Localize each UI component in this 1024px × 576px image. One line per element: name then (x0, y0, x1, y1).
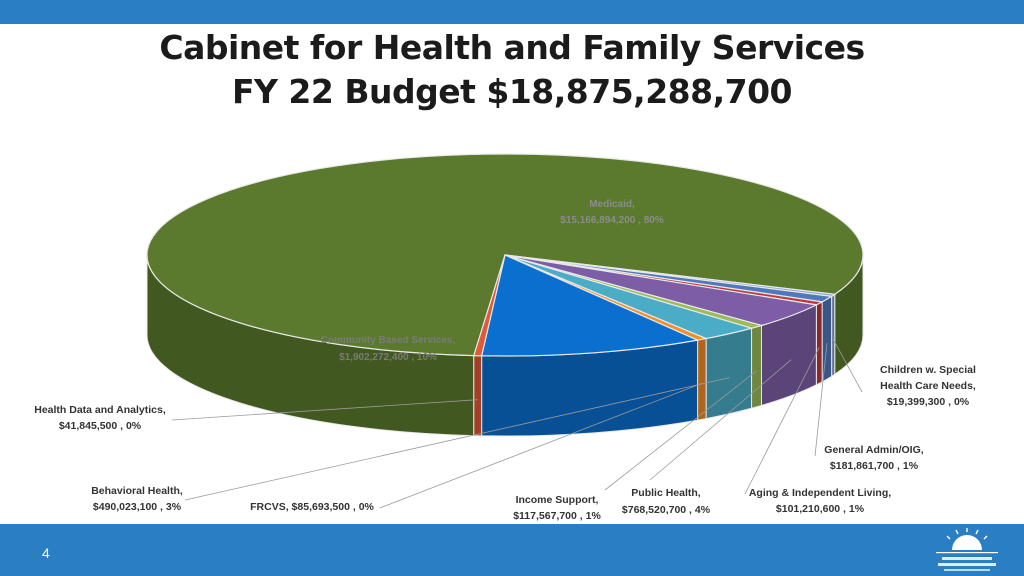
label-children-line1: Children w. Special (880, 364, 976, 376)
pie-side-aging-independent-living (815, 301, 823, 386)
leader-behavioral-health (184, 377, 730, 501)
pie-side-frcvs (697, 337, 707, 421)
label-hda-line1: Health Data and Analytics, (34, 404, 166, 416)
label-public-health-line2: $768,520,700 , 4% (622, 504, 711, 516)
top-bar (0, 0, 1024, 24)
label-behavioral-line1: Behavioral Health, (91, 485, 183, 497)
pie-slice-community-based-services (480, 254, 700, 357)
label-medicaid-line1: Medicaid, (589, 199, 635, 210)
title-line-2: FY 22 Budget $18,875,288,700 (231, 72, 793, 111)
label-cbs-line2: $1,902,272,400 , 10% (339, 352, 437, 363)
leader-aging-independent-living (744, 347, 820, 495)
label-cbs-line1: Community Based Services, (321, 335, 456, 346)
label-public-health-line1: Public Health, (631, 487, 701, 499)
label-hda-line2: $41,845,500 , 0% (59, 420, 142, 432)
label-children-line2: Health Care Needs, (880, 380, 976, 392)
pie-side-health-data-and-analytics (473, 355, 483, 437)
leader-health-data-and-analytics (171, 399, 478, 421)
label-frcvs: FRCVS, $85,693,500 , 0% (250, 501, 374, 513)
label-income-line2: $117,567,700 , 1% (513, 510, 601, 522)
kentucky-logo-icon (936, 528, 998, 571)
page-title: Cabinet for Health and Family Services F… (0, 26, 1024, 114)
pie-side-general-admin-oig (821, 295, 833, 383)
label-general-admin-line2: $181,861,700 , 1% (830, 460, 919, 472)
label-aging-line2: $101,210,600 , 1% (776, 503, 865, 515)
pie-tops (146, 153, 864, 357)
label-general-admin-line1: General Admin/OIG, (824, 444, 923, 456)
label-aging-line1: Aging & Independent Living, (749, 487, 891, 499)
label-income-line1: Income Support, (516, 494, 599, 506)
pie-slice-health-data-and-analytics (472, 254, 506, 357)
label-children-line3: $19,399,300 , 0% (887, 396, 970, 408)
pie-side-income-support (751, 324, 762, 409)
bottom-bar (0, 524, 1024, 576)
title-line-1: Cabinet for Health and Family Services (159, 28, 865, 67)
leader-income-support (604, 370, 757, 491)
page-number: 4 (42, 545, 50, 561)
leader-children-w-special-health-care-needs (832, 339, 863, 393)
leader-public-health (649, 359, 792, 481)
leader-general-admin-oig (814, 343, 828, 457)
label-medicaid-line2: $15,166,894,200 , 80% (560, 215, 664, 226)
leader-lines (171, 339, 863, 509)
leader-frcvs (379, 382, 703, 509)
label-behavioral-line2: $490,023,100 , 3% (93, 501, 182, 513)
